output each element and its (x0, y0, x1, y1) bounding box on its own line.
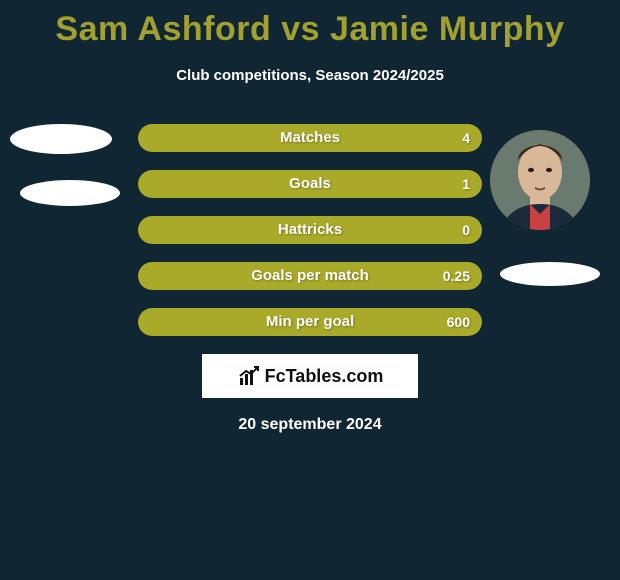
player1-name: Sam Ashford (55, 10, 271, 48)
player2-avatar (490, 130, 590, 230)
player1-avatar-ellipse-1 (10, 124, 112, 154)
stat-label: Hattricks (138, 216, 482, 244)
stat-value-right: 4 (462, 124, 470, 152)
stat-row: Hattricks0 (138, 216, 482, 244)
stat-value-right: 0 (462, 216, 470, 244)
stat-value-right: 0.25 (443, 262, 470, 290)
chart-icon (237, 364, 261, 388)
brand-box: FcTables.com (202, 354, 418, 398)
stat-bars: Matches4Goals1Hattricks0Goals per match0… (138, 124, 482, 336)
comparison-title: Sam Ashford vs Jamie Murphy (0, 0, 620, 49)
stat-row: Goals1 (138, 170, 482, 198)
player1-avatar-ellipse-2 (20, 180, 120, 206)
player2-name: Jamie Murphy (330, 10, 565, 48)
stat-value-right: 600 (447, 308, 470, 336)
player2-ellipse (500, 262, 600, 286)
subtitle: Club competitions, Season 2024/2025 (0, 67, 620, 84)
player2-face-icon (490, 130, 590, 230)
stat-value-right: 1 (462, 170, 470, 198)
vs-text: vs (281, 10, 320, 48)
stat-label: Min per goal (138, 308, 482, 336)
stat-row: Matches4 (138, 124, 482, 152)
stat-label: Goals (138, 170, 482, 198)
date-text: 20 september 2024 (0, 416, 620, 434)
stat-row: Goals per match0.25 (138, 262, 482, 290)
stat-row: Min per goal600 (138, 308, 482, 336)
stat-label: Matches (138, 124, 482, 152)
brand-text: FcTables.com (265, 366, 384, 387)
stats-area: Matches4Goals1Hattricks0Goals per match0… (0, 124, 620, 336)
stat-label: Goals per match (138, 262, 482, 290)
